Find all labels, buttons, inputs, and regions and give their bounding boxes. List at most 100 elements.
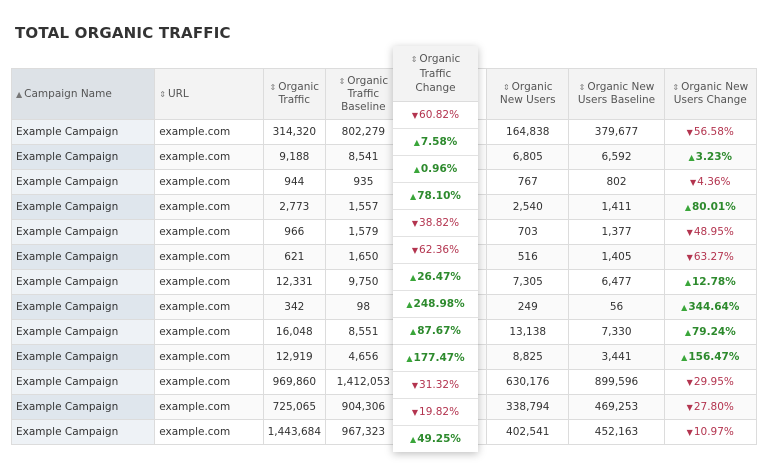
change-percent: 87.67% — [417, 325, 461, 337]
table-row[interactable]: Example Campaign example.com 969,860 1,412,… — [10, 369, 757, 395]
cell-campaign-name: Example Campaign — [10, 144, 156, 170]
cell-organic-new-users-change: ▼48.95% — [663, 219, 757, 245]
cell-organic-traffic: 314,320 — [262, 119, 327, 145]
cell-organic-traffic-baseline: 1,557 — [325, 194, 402, 220]
column-header-label: Organic Traffic Baseline — [341, 74, 389, 113]
table-row[interactable]: Example Campaign example.com 621 1,650 516 1,… — [10, 244, 757, 270]
table-row[interactable]: Example Campaign example.com 966 1,579 703 1,… — [10, 219, 757, 245]
cell-url: example.com — [154, 119, 264, 145]
column-header-organic-traffic-change[interactable]: ⇕ Organic Traffic Change — [393, 46, 478, 102]
cell-organic-new-users: 630,176 — [486, 369, 570, 395]
change-value: ▼10.97% — [687, 426, 734, 438]
cell-organic-traffic-change: ▲0.96% — [393, 156, 478, 183]
arrow-up-icon: ▲ — [413, 165, 420, 174]
column-header-organic-new-users-change[interactable]: ⇕ Organic New Users Change — [663, 68, 757, 120]
column-header-label: Campaign Name — [24, 87, 112, 100]
sort-icon: ⇕ — [410, 55, 418, 64]
table-row[interactable]: Example Campaign example.com 2,773 1,557 2,5… — [10, 194, 757, 220]
cell-organic-new-users: 249 — [486, 294, 570, 320]
cell-organic-new-users-change: ▲156.47% — [663, 344, 757, 370]
arrow-down-icon: ▼ — [686, 228, 693, 237]
arrow-up-icon: ▲ — [410, 327, 417, 336]
arrow-up-icon: ▲ — [410, 435, 417, 444]
arrow-down-icon: ▼ — [686, 378, 693, 387]
cell-organic-new-users-baseline: 56 — [568, 294, 665, 320]
highlighted-column-organic-traffic-change: ⇕ Organic Traffic Change ▼60.82% ▲7.58% ▲0.9… — [393, 46, 478, 452]
cell-url: example.com — [154, 294, 264, 320]
change-value: ▲26.47% — [410, 271, 461, 283]
cell-campaign-name: Example Campaign — [10, 369, 156, 395]
arrow-up-icon: ▲ — [406, 354, 413, 363]
arrow-down-icon: ▼ — [411, 111, 419, 120]
arrow-down-icon: ▼ — [411, 219, 419, 228]
change-percent: 177.47% — [413, 352, 465, 364]
cell-campaign-name: Example Campaign — [10, 419, 156, 445]
arrow-down-icon: ▼ — [686, 253, 693, 262]
arrow-up-icon: ▲ — [681, 303, 688, 312]
table-row[interactable]: Example Campaign example.com 16,048 8,551 13… — [10, 319, 757, 345]
cell-organic-traffic: 2,773 — [262, 194, 327, 220]
cell-organic-traffic-change: ▲7.58% — [393, 129, 478, 156]
table-row[interactable]: Example Campaign example.com 12,919 4,656 8,… — [10, 344, 757, 370]
column-header-organic-new-users[interactable]: ⇕ Organic New Users — [486, 68, 570, 120]
arrow-up-icon: ▲ — [688, 153, 695, 162]
cell-organic-new-users-change: ▼63.27% — [663, 244, 757, 270]
cell-organic-traffic-change: ▲248.98% — [393, 291, 478, 318]
change-value: ▲7.58% — [414, 136, 458, 148]
cell-organic-traffic-baseline: 967,323 — [325, 419, 402, 445]
table-row[interactable]: Example Campaign example.com 12,331 9,750 7,… — [10, 269, 757, 295]
column-header-organic-traffic-baseline[interactable]: ⇕ Organic Traffic Baseline — [325, 68, 402, 120]
cell-organic-traffic-change: ▲177.47% — [393, 345, 478, 372]
change-percent: 78.10% — [417, 190, 461, 202]
arrow-up-icon: ▲ — [684, 203, 691, 212]
column-header-organic-new-users-baseline[interactable]: ⇕ Organic New Users Baseline — [568, 68, 665, 120]
column-header-campaign-name[interactable]: ▲ Campaign Name — [10, 68, 156, 120]
sort-icon: ⇕ — [159, 89, 166, 99]
cell-organic-new-users-change: ▼4.36% — [663, 169, 757, 195]
table-row[interactable]: Example Campaign example.com 725,065 904,30… — [10, 394, 757, 420]
table-row[interactable]: Example Campaign example.com 1,443,684 967,… — [10, 419, 757, 445]
cell-organic-traffic-change: ▼19.82% — [393, 399, 478, 426]
arrow-up-icon: ▲ — [406, 300, 413, 309]
cell-organic-new-users-change: ▲79.24% — [663, 319, 757, 345]
cell-campaign-name: Example Campaign — [10, 344, 156, 370]
sort-icon: ⇕ — [502, 83, 510, 92]
arrow-up-icon: ▲ — [410, 273, 417, 282]
arrow-up-icon: ▲ — [410, 192, 417, 201]
cell-organic-new-users: 703 — [486, 219, 570, 245]
change-value: ▲80.01% — [685, 201, 736, 213]
table-row[interactable]: Example Campaign example.com 9,188 8,541 6,8… — [10, 144, 757, 170]
change-percent: 29.95% — [693, 376, 734, 388]
sort-icon: ⇕ — [672, 83, 680, 92]
change-value: ▲79.24% — [685, 326, 736, 338]
column-header-organic-traffic[interactable]: ⇕ Organic Traffic — [262, 68, 327, 120]
change-percent: 31.32% — [419, 379, 460, 391]
change-percent: 156.47% — [688, 351, 740, 363]
cell-organic-new-users-change: ▲3.23% — [663, 144, 757, 170]
cell-url: example.com — [154, 194, 264, 220]
column-header-url[interactable]: ⇕ URL — [154, 68, 264, 120]
cell-organic-traffic-change: ▲26.47% — [393, 264, 478, 291]
table-row[interactable]: Example Campaign example.com 342 98 249 56 ▲34… — [10, 294, 757, 320]
change-value: ▲248.98% — [406, 298, 464, 310]
cell-organic-new-users-baseline: 1,411 — [568, 194, 665, 220]
cell-organic-traffic-baseline: 1,579 — [325, 219, 402, 245]
table-header-row: ▲ Campaign Name ⇕ URL ⇕ Organic Traffic ⇕ Organ… — [10, 68, 757, 120]
cell-campaign-name: Example Campaign — [10, 294, 156, 320]
arrow-down-icon: ▼ — [686, 428, 693, 437]
change-value: ▲78.10% — [410, 190, 461, 202]
cell-organic-traffic-baseline: 802,279 — [325, 119, 402, 145]
table-row[interactable]: Example Campaign example.com 314,320 802,27… — [10, 119, 757, 145]
change-percent: 80.01% — [691, 201, 736, 213]
change-value: ▼4.36% — [690, 176, 731, 188]
change-value: ▲0.96% — [414, 163, 458, 175]
cell-organic-new-users-baseline: 1,405 — [568, 244, 665, 270]
change-percent: 344.64% — [688, 301, 740, 313]
table-row[interactable]: Example Campaign example.com 944 935 767 802 ▼… — [10, 169, 757, 195]
change-percent: 62.36% — [419, 244, 460, 256]
column-header-label: Organic Traffic — [278, 81, 320, 106]
cell-url: example.com — [154, 344, 264, 370]
change-percent: 49.25% — [417, 433, 461, 445]
cell-organic-new-users-baseline: 7,330 — [568, 319, 665, 345]
cell-organic-new-users: 402,541 — [486, 419, 570, 445]
